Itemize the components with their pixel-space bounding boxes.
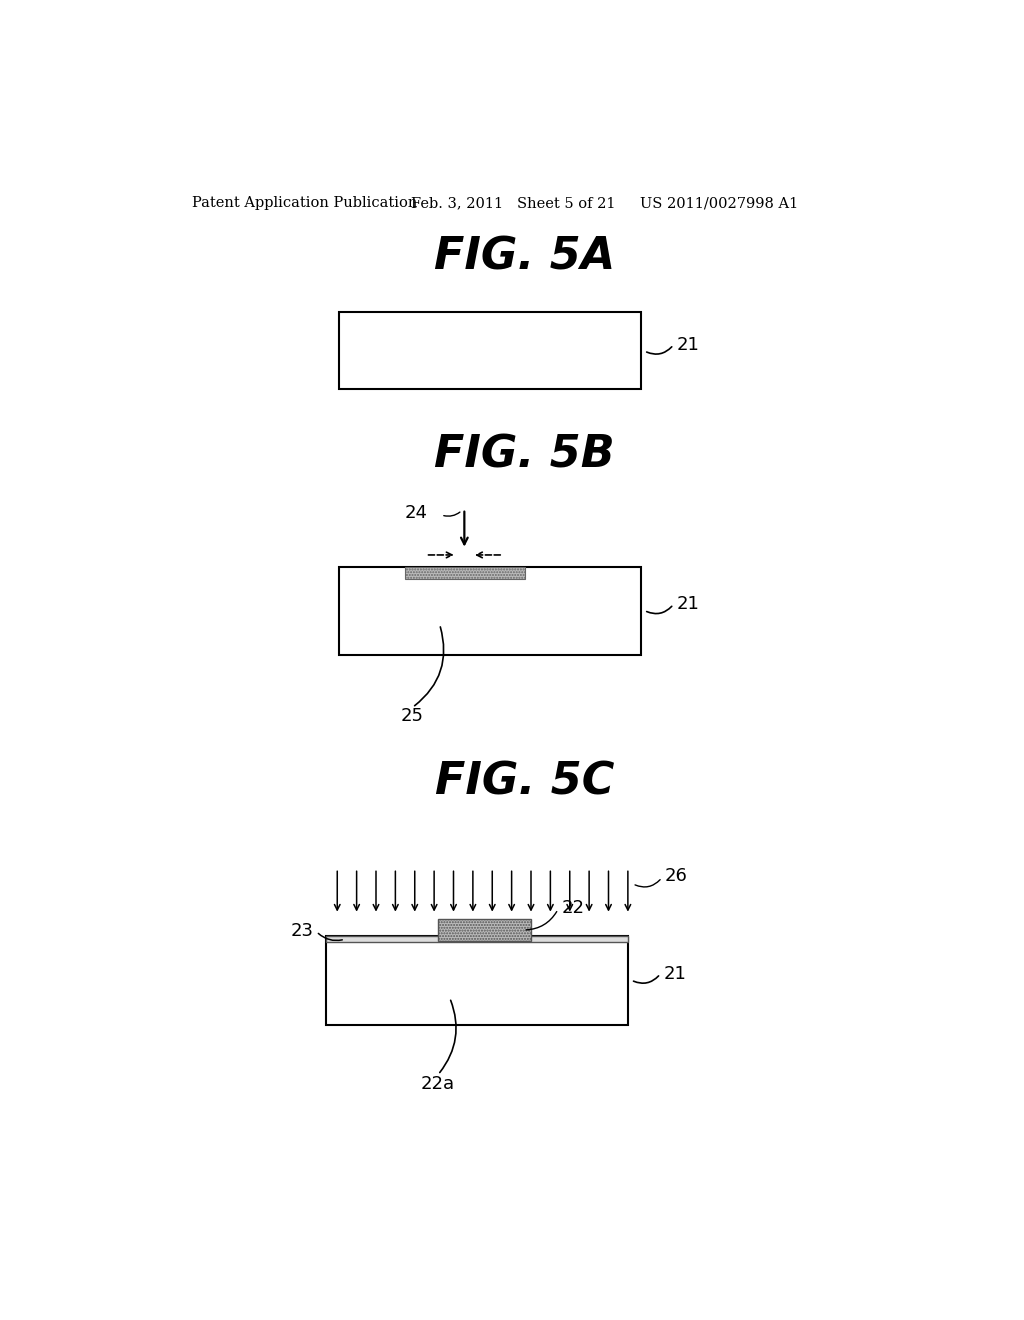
Text: 21: 21 bbox=[677, 335, 699, 354]
Text: Patent Application Publication: Patent Application Publication bbox=[193, 197, 418, 210]
Text: 21: 21 bbox=[677, 595, 699, 614]
Text: 23: 23 bbox=[291, 923, 314, 940]
Text: 25: 25 bbox=[401, 708, 424, 725]
Text: 24: 24 bbox=[404, 504, 427, 521]
Text: Feb. 3, 2011   Sheet 5 of 21: Feb. 3, 2011 Sheet 5 of 21 bbox=[411, 197, 615, 210]
Text: FIG. 5A: FIG. 5A bbox=[434, 235, 615, 279]
Bar bbox=[404, 566, 524, 579]
Bar bbox=[339, 313, 641, 389]
Text: US 2011/0027998 A1: US 2011/0027998 A1 bbox=[640, 197, 798, 210]
Bar bbox=[326, 936, 628, 1024]
Bar bbox=[339, 566, 641, 655]
Text: FIG. 5B: FIG. 5B bbox=[434, 433, 615, 477]
Text: 26: 26 bbox=[665, 867, 688, 884]
Bar bbox=[438, 919, 531, 941]
Text: FIG. 5C: FIG. 5C bbox=[435, 760, 614, 804]
Text: 21: 21 bbox=[664, 965, 686, 983]
Text: 22a: 22a bbox=[421, 1074, 455, 1093]
Bar bbox=[326, 936, 628, 942]
Text: 22: 22 bbox=[562, 899, 585, 916]
